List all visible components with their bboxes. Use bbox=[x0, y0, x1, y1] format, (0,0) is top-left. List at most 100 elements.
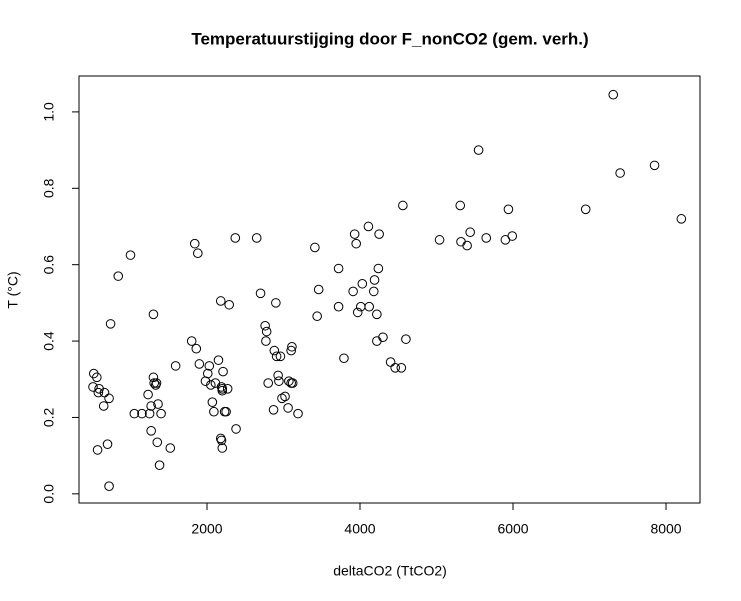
point bbox=[146, 426, 156, 436]
point bbox=[373, 263, 384, 274]
point bbox=[608, 89, 619, 100]
point bbox=[271, 298, 281, 308]
point bbox=[224, 299, 234, 310]
point bbox=[194, 359, 205, 369]
point bbox=[209, 406, 219, 417]
point bbox=[113, 271, 124, 281]
point bbox=[146, 401, 156, 411]
point bbox=[221, 406, 231, 417]
point bbox=[255, 288, 266, 299]
point bbox=[465, 227, 475, 238]
point bbox=[263, 378, 273, 388]
x-tick-label: 4000 bbox=[344, 521, 375, 537]
y-tick-label: 0.0 bbox=[41, 484, 57, 504]
point bbox=[213, 355, 224, 365]
point bbox=[149, 378, 160, 388]
point bbox=[93, 387, 104, 398]
point bbox=[310, 242, 320, 253]
point bbox=[401, 334, 411, 344]
point bbox=[216, 435, 227, 446]
point bbox=[143, 389, 153, 400]
point bbox=[333, 301, 344, 312]
point bbox=[261, 336, 271, 346]
point bbox=[148, 309, 159, 320]
point bbox=[191, 343, 202, 354]
point bbox=[206, 380, 216, 390]
point bbox=[98, 401, 109, 411]
point bbox=[273, 370, 283, 381]
point bbox=[339, 353, 349, 364]
point bbox=[455, 200, 466, 211]
point bbox=[186, 336, 197, 346]
point bbox=[348, 286, 358, 297]
point bbox=[372, 336, 382, 346]
point bbox=[104, 393, 114, 404]
point bbox=[230, 233, 241, 243]
point bbox=[217, 385, 228, 396]
point bbox=[286, 345, 296, 356]
x-tick-label: 2000 bbox=[191, 521, 222, 537]
point bbox=[105, 319, 116, 329]
y-tick-label: 0.4 bbox=[41, 331, 57, 351]
point bbox=[372, 309, 382, 320]
point bbox=[165, 443, 176, 453]
point bbox=[215, 296, 226, 306]
point bbox=[462, 240, 472, 251]
point bbox=[580, 204, 591, 215]
point bbox=[507, 231, 518, 241]
point bbox=[151, 378, 162, 388]
point bbox=[218, 366, 228, 377]
point bbox=[204, 361, 215, 371]
point bbox=[277, 393, 287, 404]
point bbox=[374, 229, 384, 239]
point bbox=[649, 160, 660, 171]
point bbox=[275, 351, 286, 362]
point bbox=[268, 405, 279, 415]
point bbox=[333, 263, 344, 274]
point bbox=[396, 362, 407, 373]
point bbox=[274, 376, 284, 386]
point bbox=[92, 372, 102, 383]
point bbox=[153, 399, 163, 409]
point bbox=[390, 362, 400, 373]
point bbox=[434, 235, 445, 245]
point bbox=[456, 236, 466, 247]
x-tick-label: 6000 bbox=[497, 521, 528, 537]
point bbox=[280, 391, 290, 402]
point bbox=[369, 275, 380, 285]
plot-frame bbox=[78, 75, 701, 504]
point bbox=[92, 445, 103, 455]
point bbox=[144, 408, 155, 419]
point bbox=[385, 357, 396, 367]
point bbox=[154, 460, 165, 470]
point bbox=[231, 424, 241, 434]
point bbox=[102, 439, 113, 449]
point bbox=[202, 368, 213, 379]
y-axis-label: T (°C) bbox=[5, 271, 21, 308]
point bbox=[481, 233, 492, 243]
point bbox=[217, 443, 228, 453]
point bbox=[503, 204, 514, 215]
y-tick-label: 0.6 bbox=[41, 255, 57, 275]
point bbox=[207, 397, 218, 407]
point bbox=[473, 145, 484, 155]
point bbox=[364, 301, 374, 312]
x-axis-label: deltaCO2 (TtCO2) bbox=[333, 563, 447, 579]
x-tick-label: 8000 bbox=[650, 521, 681, 537]
point bbox=[170, 361, 181, 371]
point bbox=[352, 307, 363, 318]
point bbox=[261, 326, 272, 337]
point bbox=[676, 214, 687, 224]
point bbox=[269, 345, 280, 356]
y-tick-label: 1.0 bbox=[41, 102, 57, 122]
point bbox=[615, 168, 625, 178]
point bbox=[378, 332, 388, 343]
point bbox=[287, 341, 297, 352]
point bbox=[189, 238, 200, 249]
point bbox=[287, 378, 298, 388]
y-tick-label: 0.8 bbox=[41, 178, 57, 198]
point bbox=[312, 311, 322, 322]
point bbox=[222, 384, 233, 394]
